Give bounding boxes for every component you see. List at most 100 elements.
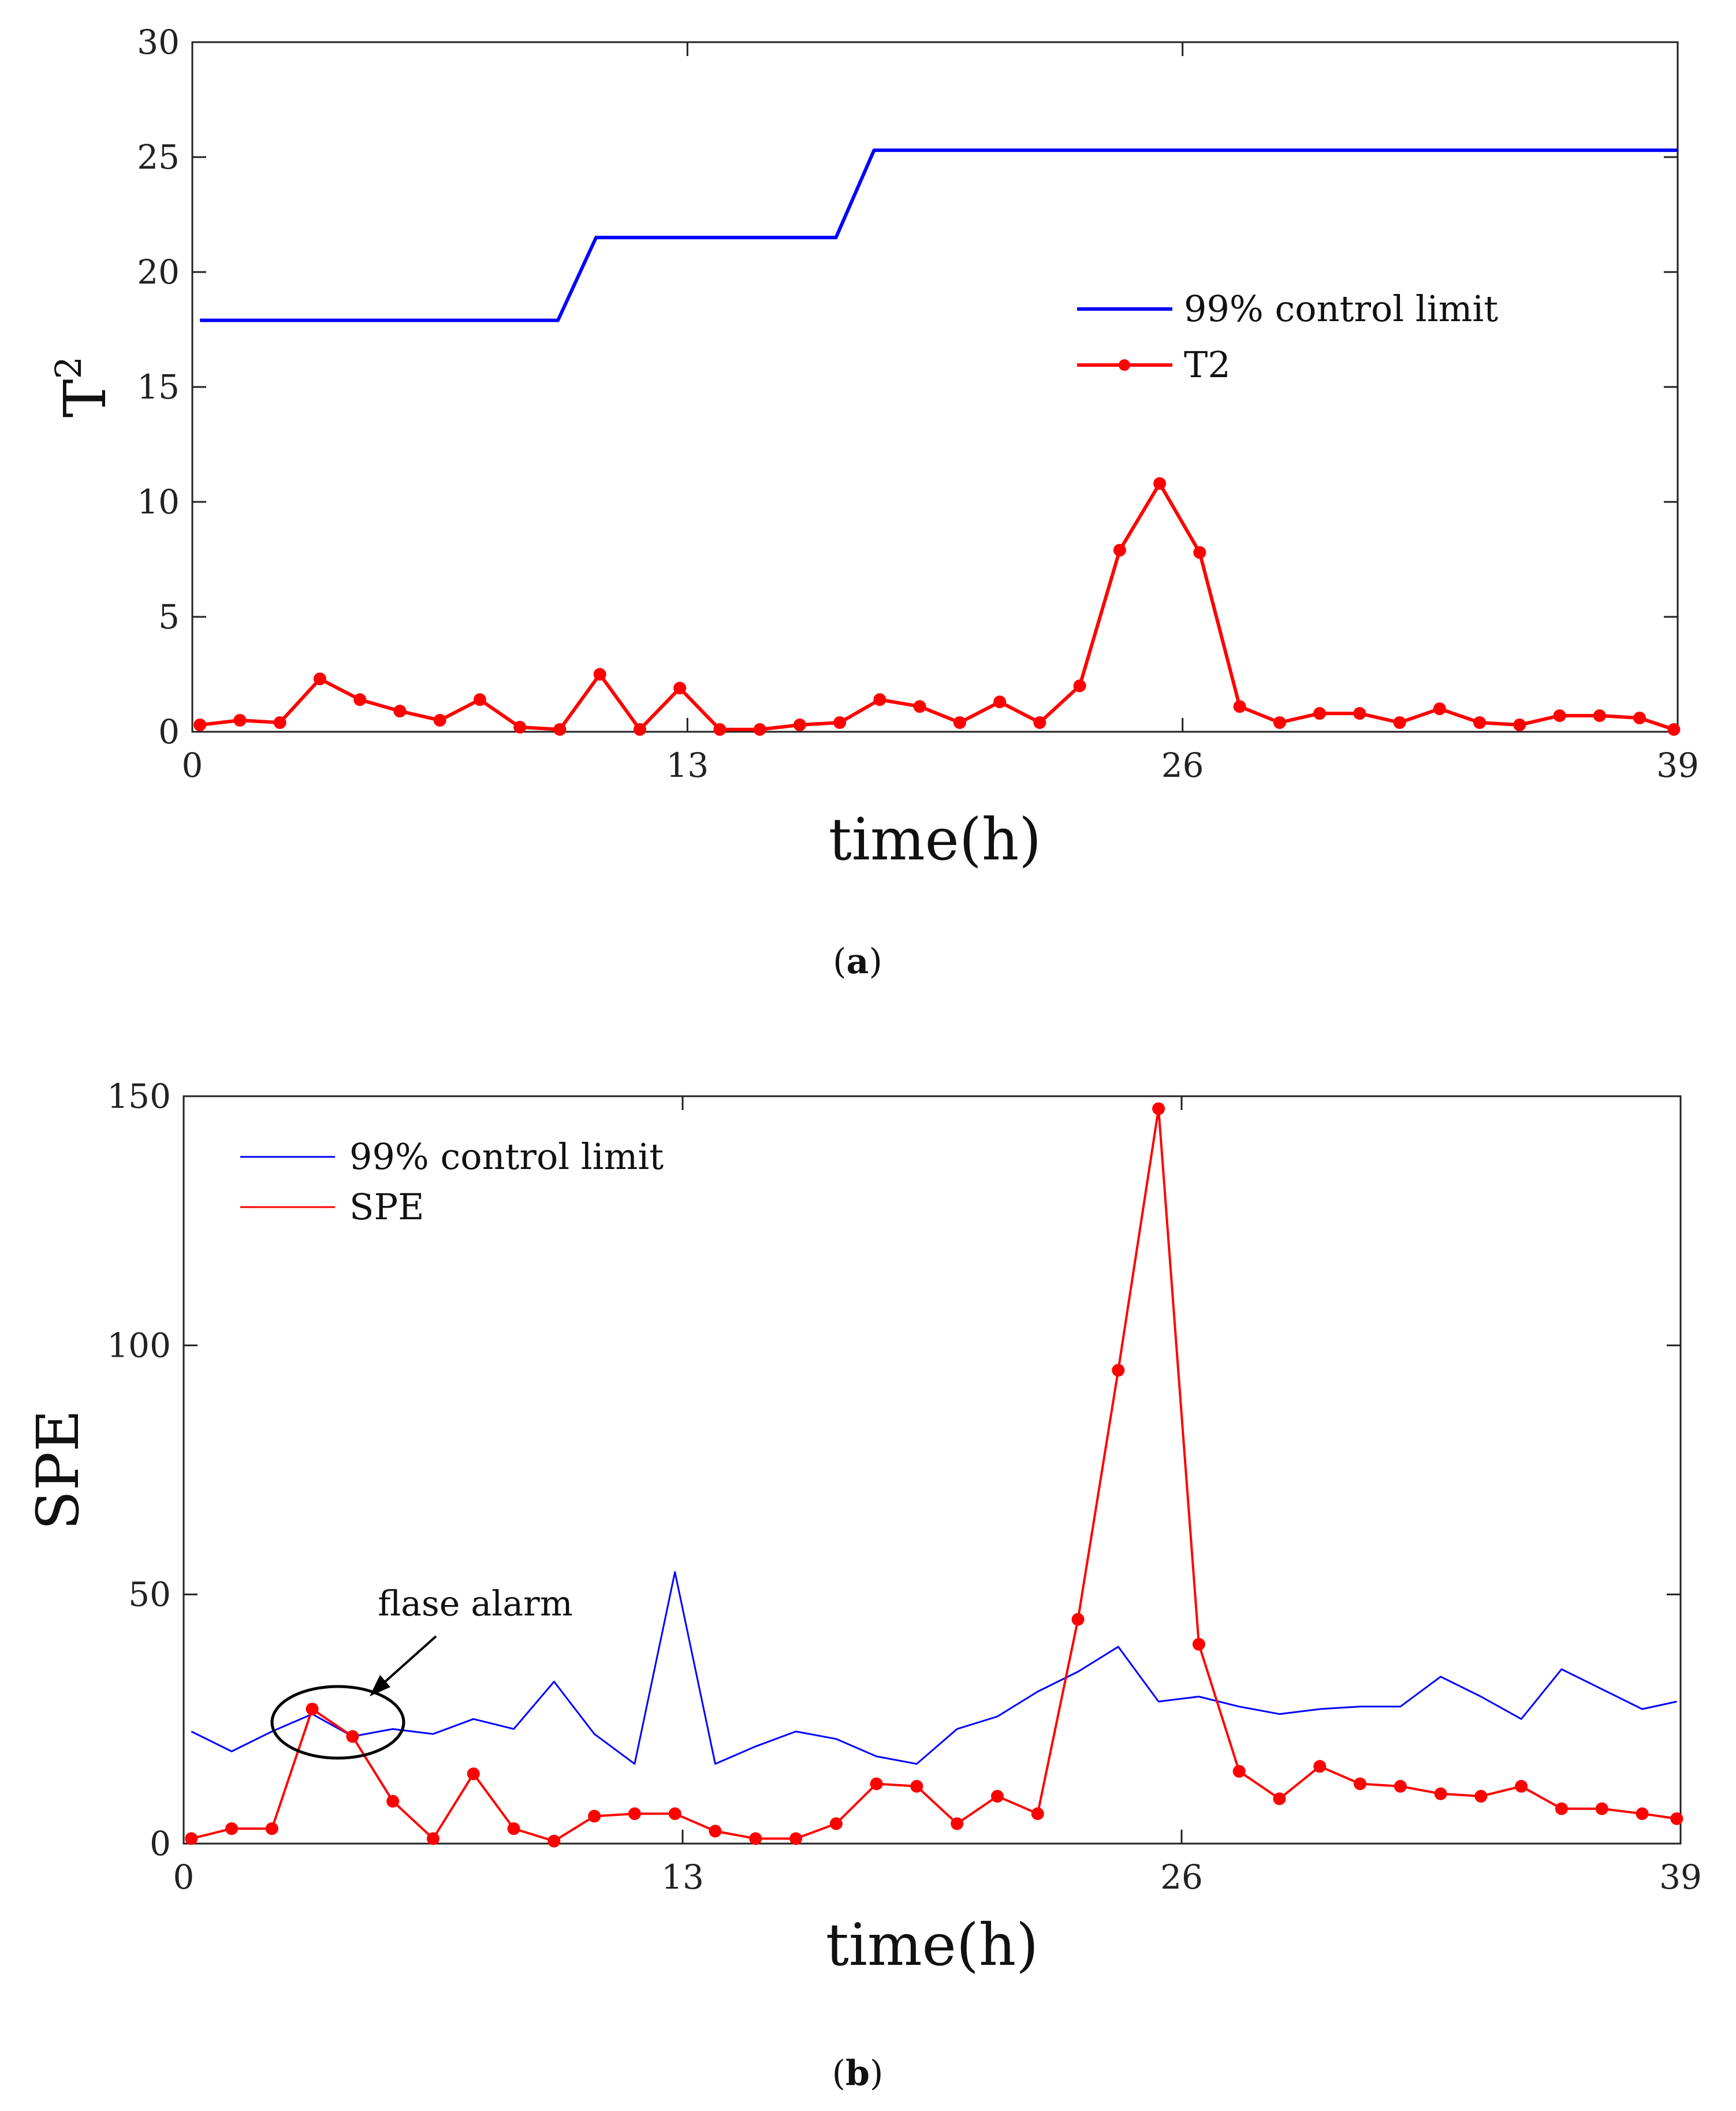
data-point-a-t2-20 <box>993 695 1007 709</box>
data-point-a-t2-16 <box>833 716 847 729</box>
data-point-a-t2-15 <box>793 718 806 732</box>
data-point-b-spe-9 <box>547 1834 561 1848</box>
series-line-b-spe <box>191 1107 1677 1842</box>
data-point-b-spe-5 <box>386 1794 400 1808</box>
data-point-b-spe-8 <box>507 1822 520 1836</box>
data-point-b-spe-33 <box>1515 1779 1528 1793</box>
panel-b-caption: (b) <box>832 2053 884 2094</box>
data-point-a-t2-24 <box>1153 477 1167 490</box>
data-point-a-t2-9 <box>553 723 567 736</box>
data-point-a-t2-14 <box>753 723 766 736</box>
y-tick-label-b-0: 0 <box>150 1824 171 1863</box>
data-point-a-t2-21 <box>1033 716 1046 729</box>
panel-b-legend: 99% control limit SPE <box>240 1135 664 1228</box>
data-point-b-spe-32 <box>1474 1790 1488 1803</box>
data-point-a-t2-19 <box>953 716 966 729</box>
x-tick-label-a-0: 0 <box>182 746 203 785</box>
data-point-a-t2-8 <box>513 721 527 734</box>
data-point-a-t2-29 <box>1353 707 1366 720</box>
y-tick-label-a-30: 30 <box>137 23 180 62</box>
panel-b-x-tick-labels: 0 13 26 39 <box>173 1857 1702 1897</box>
data-point-b-spe-22 <box>1071 1613 1085 1626</box>
panel-a-ylabel: T2 <box>47 356 119 418</box>
data-point-b-spe-13 <box>709 1825 722 1838</box>
data-point-a-t2-35 <box>1593 709 1606 723</box>
y-tick-label-a-15: 15 <box>137 367 180 407</box>
false-alarm-annotation: flase alarm <box>270 1584 573 1760</box>
data-point-a-t2-7 <box>473 693 486 706</box>
data-point-a-t2-34 <box>1553 709 1566 723</box>
panel-b-tick-marks <box>182 1095 1682 1845</box>
data-point-b-spe-30 <box>1394 1779 1407 1793</box>
panel-a-ylabel-superscript: 2 <box>47 356 90 379</box>
series-line-a-99-control-limit <box>200 148 1678 322</box>
data-point-b-spe-21 <box>1031 1807 1044 1820</box>
data-point-b-spe-16 <box>829 1817 843 1830</box>
data-point-a-t2-36 <box>1633 712 1646 725</box>
data-point-b-spe-18 <box>910 1779 923 1793</box>
data-point-b-spe-2 <box>265 1822 278 1836</box>
data-point-a-t2-30 <box>1393 716 1406 729</box>
data-point-b-spe-37 <box>1670 1812 1683 1825</box>
false-alarm-arrow <box>375 1635 437 1691</box>
data-point-a-t2-0 <box>193 718 207 732</box>
data-point-a-t2-37 <box>1667 723 1681 736</box>
panel-a-y-tick-labels: 0 5 10 15 20 25 30 <box>137 23 180 751</box>
data-point-b-spe-36 <box>1636 1807 1649 1820</box>
y-tick-label-a-20: 20 <box>137 252 180 292</box>
data-point-a-t2-4 <box>353 693 367 706</box>
data-point-b-spe-1 <box>225 1822 239 1836</box>
data-point-b-spe-19 <box>951 1817 964 1830</box>
panel-b-y-tick-labels: 0 50 100 150 <box>107 1077 171 1863</box>
legend-label-spe: SPE <box>349 1186 424 1228</box>
x-tick-label-a-26: 26 <box>1161 746 1204 785</box>
x-tick-label-b-0: 0 <box>173 1857 195 1897</box>
series-line-b-99-control-limit <box>191 1571 1677 1765</box>
data-point-a-t2-11 <box>633 723 646 736</box>
data-point-b-spe-28 <box>1313 1760 1327 1773</box>
y-tick-label-a-0: 0 <box>158 712 180 751</box>
y-tick-label-b-50: 50 <box>128 1575 171 1614</box>
x-tick-label-b-13: 13 <box>661 1857 704 1897</box>
data-point-a-t2-23 <box>1113 543 1126 557</box>
panel-a-ylabel-base: T <box>51 379 119 418</box>
false-alarm-circle <box>270 1685 405 1760</box>
data-point-a-t2-18 <box>913 700 926 713</box>
data-point-b-spe-12 <box>668 1807 681 1820</box>
panel-b-ylabel: SPE <box>24 1410 92 1531</box>
data-point-a-t2-10 <box>593 668 606 681</box>
legend-label-control-limit-b: 99% control limit <box>349 1135 664 1178</box>
false-alarm-label: flase alarm <box>378 1584 572 1624</box>
x-tick-label-b-39: 39 <box>1659 1857 1702 1897</box>
panel-a-t2-chart: 0 5 10 15 20 25 30 0 13 26 39 T2 time(h) 99% cont… <box>47 23 1699 982</box>
data-point-b-spe-29 <box>1354 1777 1367 1790</box>
data-point-b-spe-7 <box>467 1767 480 1781</box>
data-point-b-spe-31 <box>1434 1787 1447 1800</box>
data-point-b-spe-24 <box>1152 1102 1165 1115</box>
data-point-a-t2-27 <box>1273 716 1286 729</box>
data-point-b-spe-34 <box>1555 1802 1568 1815</box>
data-point-b-spe-26 <box>1232 1764 1246 1778</box>
data-point-a-t2-2 <box>273 716 286 729</box>
series-line-a-t2 <box>199 482 1675 731</box>
data-point-a-t2-32 <box>1473 716 1487 729</box>
data-point-b-spe-35 <box>1595 1802 1608 1815</box>
panel-a-x-tick-labels: 0 13 26 39 <box>182 746 1699 785</box>
x-tick-label-b-26: 26 <box>1160 1857 1203 1897</box>
panel-a-caption: (a) <box>833 941 882 982</box>
panel-a-series <box>193 148 1681 736</box>
y-tick-label-b-150: 150 <box>107 1077 171 1116</box>
data-point-a-t2-25 <box>1193 546 1206 559</box>
data-point-a-t2-22 <box>1073 679 1086 693</box>
data-point-a-t2-5 <box>393 705 407 718</box>
data-point-a-t2-6 <box>433 714 446 727</box>
x-tick-label-a-13: 13 <box>666 746 709 785</box>
data-point-a-t2-28 <box>1313 707 1327 720</box>
y-tick-label-a-25: 25 <box>137 137 180 177</box>
data-point-a-t2-13 <box>713 723 727 736</box>
data-point-a-t2-1 <box>233 714 247 727</box>
data-point-b-spe-6 <box>427 1832 439 1845</box>
y-tick-label-b-100: 100 <box>107 1326 171 1365</box>
legend-label-t2: T2 <box>1184 344 1231 386</box>
data-point-b-spe-11 <box>628 1807 641 1820</box>
